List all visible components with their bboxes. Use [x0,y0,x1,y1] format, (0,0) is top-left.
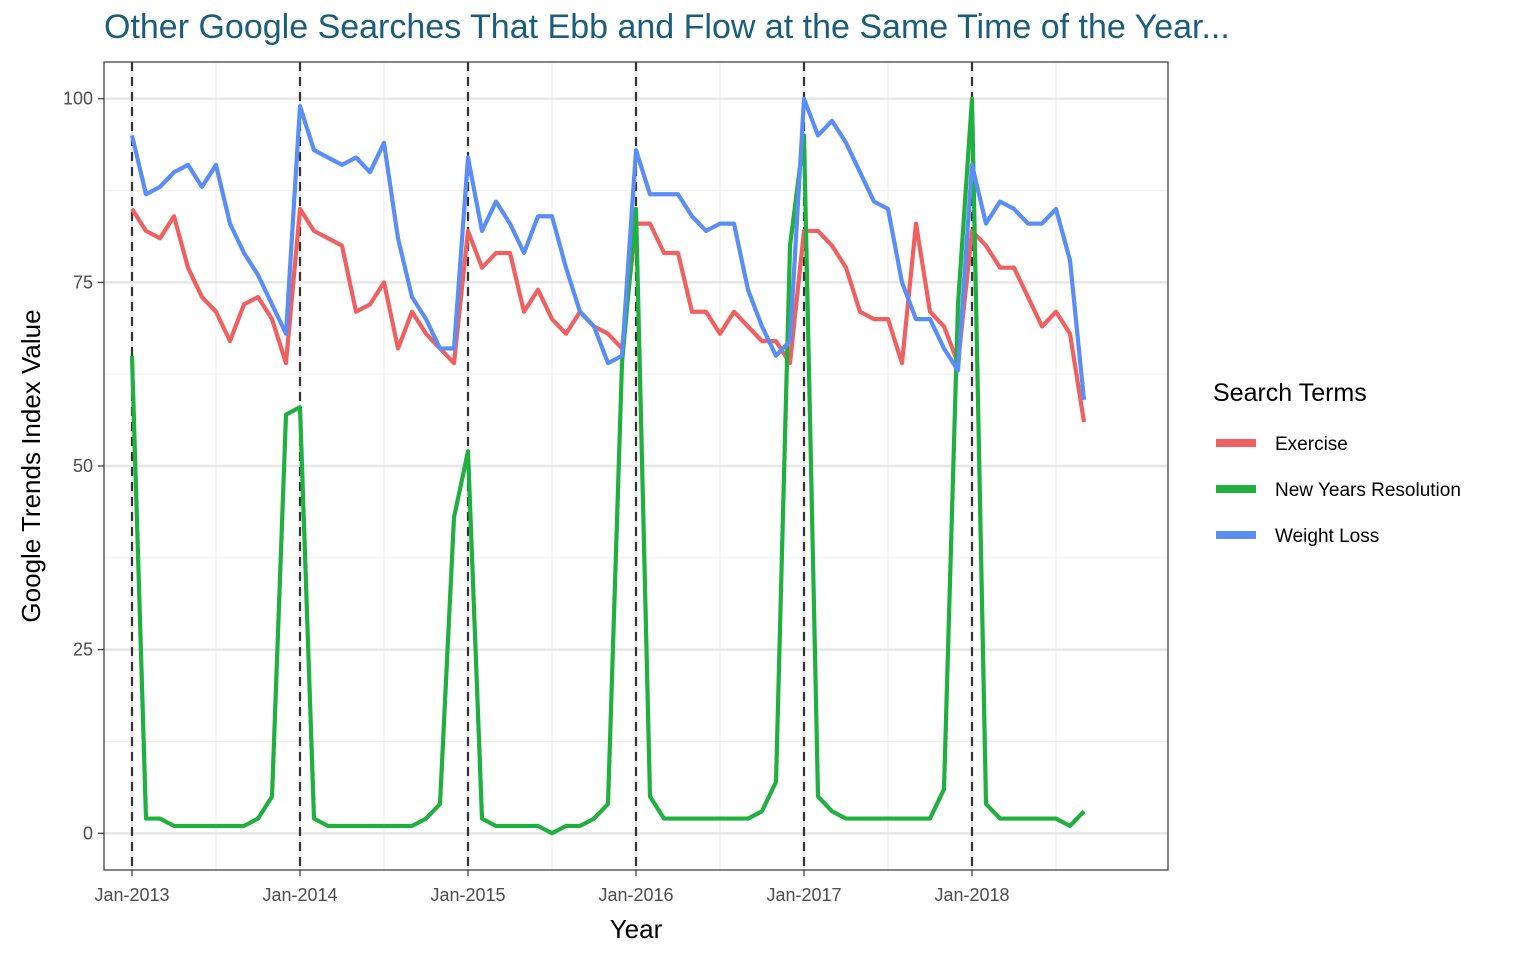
y-tick-label: 25 [73,640,93,660]
x-tick-label: Jan-2016 [598,885,673,905]
legend-title: Search Terms [1213,379,1367,407]
legend-items: Exercise New Years Resolution Weight Loss [1216,434,1461,547]
series-lines [129,96,1087,836]
y-tick-label: 75 [73,272,93,292]
y-axis-ticks: 0 25 50 75 100 [63,89,104,843]
legend: Search Terms Exercise New Years Resolutio… [1213,379,1461,547]
y-tick-label: 50 [73,456,93,476]
series-line-weight-loss [129,96,1087,401]
x-tick-label: Jan-2015 [430,885,505,905]
x-tick-label: Jan-2013 [94,885,169,905]
x-axis-ticks: Jan-2013 Jan-2014 Jan-2015 Jan-2016 Jan-2017… [94,870,1010,905]
x-tick-label: Jan-2014 [262,885,337,905]
y-tick-label: 100 [63,89,93,109]
series-line-exercise [130,206,1087,423]
x-tick-label: Jan-2018 [934,885,1009,905]
legend-label: Weight Loss [1275,526,1379,547]
x-axis-title: Year [610,914,663,944]
y-tick-label: 0 [83,823,93,843]
legend-label: Exercise [1275,434,1348,455]
series-line-new-years-resolution [129,96,1086,836]
chart-title: Other Google Searches That Ebb and Flow … [104,8,1230,46]
y-axis-title: Google Trends Index Value [16,309,46,622]
legend-label: New Years Resolution [1275,480,1461,501]
x-tick-label: Jan-2017 [766,885,841,905]
